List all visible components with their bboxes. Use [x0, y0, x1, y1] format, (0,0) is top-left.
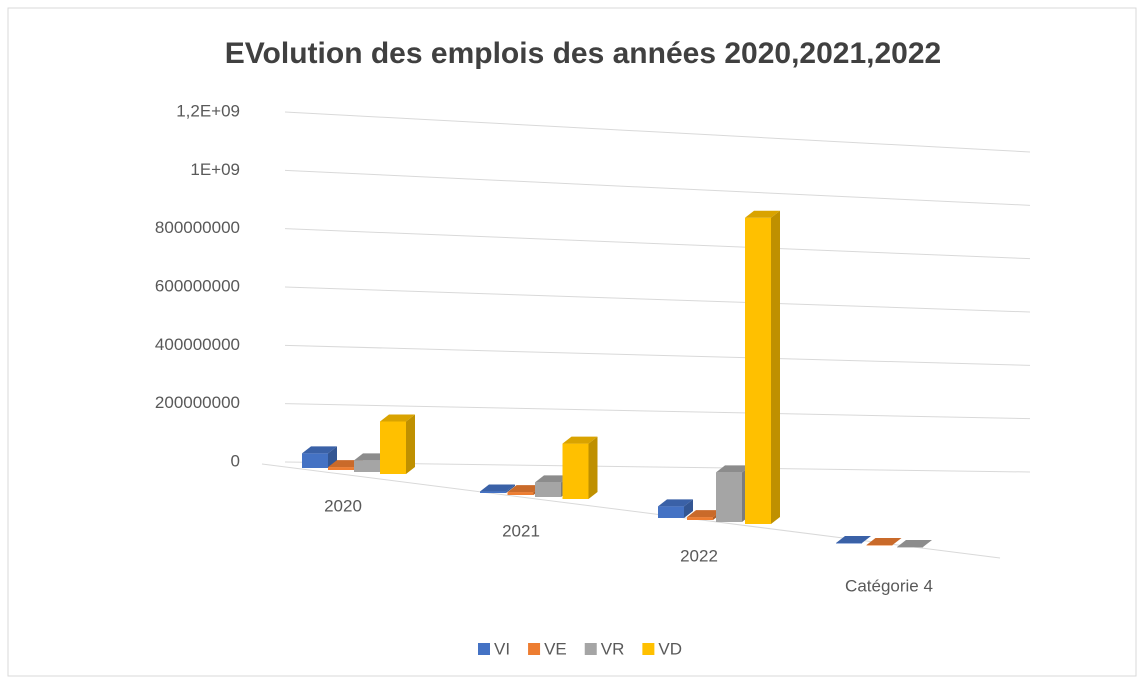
bar-side: [406, 414, 415, 474]
y-tick-label: 200000000: [155, 393, 240, 412]
legend-label: VD: [658, 639, 682, 658]
bar-top: [897, 540, 932, 547]
legend-swatch: [478, 643, 490, 655]
legend-swatch: [584, 643, 597, 655]
bar-group: [866, 538, 902, 546]
bar-top: [745, 210, 780, 218]
bar-top: [687, 510, 722, 518]
legend-label: VE: [544, 639, 567, 658]
bar: [716, 472, 742, 522]
grid-line: [284, 228, 1031, 260]
y-tick-label: 0: [231, 451, 240, 470]
bar: [480, 491, 506, 493]
chart-title: EVolution des emplois des années 2020,20…: [225, 37, 941, 70]
bar-group: [658, 499, 693, 518]
x-tick-label: 2020: [324, 496, 362, 515]
bar-top: [836, 536, 871, 543]
bar-top: [380, 414, 415, 422]
bar-group: [480, 484, 515, 493]
bar: [380, 421, 406, 474]
bar: [562, 443, 589, 499]
bar-group: [562, 436, 598, 499]
bar-group: [897, 540, 932, 548]
grid-line: [284, 286, 1031, 313]
bar-group: [836, 536, 871, 544]
bar-side: [506, 484, 515, 493]
legend-swatch: [528, 643, 541, 655]
grid-line: [284, 169, 1031, 206]
bar-side: [684, 499, 693, 518]
y-tick-label: 800000000: [155, 218, 240, 237]
bar-top: [507, 485, 543, 493]
x-tick-label: Catégorie 4: [845, 576, 933, 595]
bar-top: [535, 475, 570, 483]
x-tick-label: 2021: [502, 521, 540, 540]
grid-line: [284, 111, 1031, 153]
bar: [866, 545, 893, 546]
y-tick-label: 1E+09: [190, 160, 240, 179]
legend-label: VI: [494, 639, 510, 658]
bar: [302, 453, 328, 468]
grid-line: [284, 344, 1031, 366]
bar-top: [716, 465, 751, 473]
bar-top: [658, 499, 693, 507]
bar-side: [588, 436, 598, 499]
bar-top: [302, 446, 337, 454]
bar: [535, 482, 561, 497]
bar: [745, 217, 771, 524]
bar-top: [866, 538, 902, 545]
bar-group: [380, 414, 415, 474]
bar: [328, 467, 354, 470]
bar: [658, 506, 684, 518]
x-tick-label: 2022: [680, 546, 718, 565]
legend-swatch: [642, 643, 655, 655]
bar: [507, 492, 534, 495]
bar-top: [480, 484, 515, 492]
bar: [836, 543, 862, 544]
bar: [897, 547, 923, 548]
y-tick-label: 400000000: [155, 335, 240, 354]
y-tick-label: 1,2E+09: [176, 101, 240, 120]
legend-label: VR: [601, 639, 625, 658]
bar: [687, 517, 713, 520]
bar: [354, 460, 380, 472]
y-tick-label: 600000000: [155, 276, 240, 295]
chart-border: [7, 7, 1137, 677]
bar-top: [562, 436, 598, 444]
grid-line: [284, 403, 1031, 420]
bar-side: [771, 210, 780, 524]
bar-group: [745, 210, 780, 524]
